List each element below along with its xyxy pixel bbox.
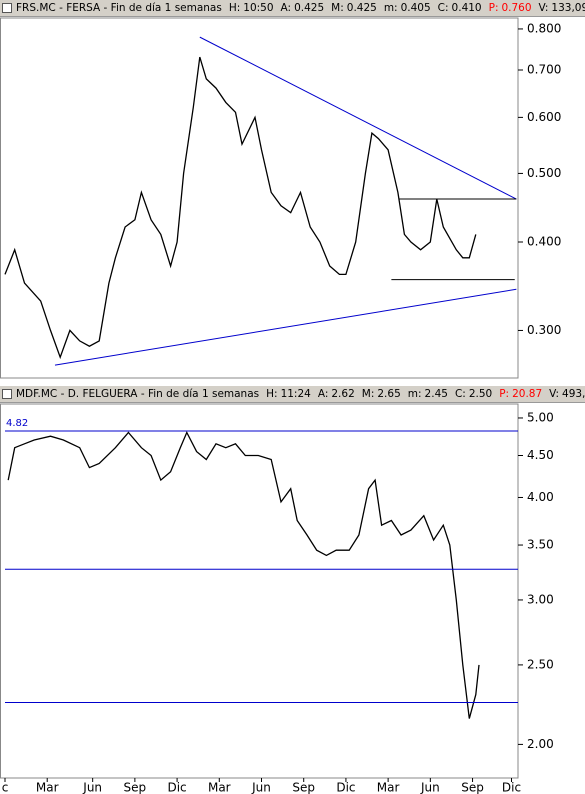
x-tick-label: Dic xyxy=(167,781,186,794)
chart-header: MDF.MC - D. FELGUERA - Fin de día 1 sema… xyxy=(0,386,585,403)
header-title: FRS.MC - FERSA - Fin de día 1 semanas xyxy=(16,2,222,14)
y-tick-label: 0.500 xyxy=(527,166,561,180)
field-value: 2.65 xyxy=(377,388,401,400)
y-tick-label: 2.00 xyxy=(527,737,554,751)
header-field: H: 10:50 xyxy=(229,0,274,16)
field-value: 20.87 xyxy=(512,388,543,400)
field-value: 0.425 xyxy=(294,2,325,14)
header-field: P: 20.87 xyxy=(499,386,542,402)
header-field: m: 0.405 xyxy=(384,0,431,16)
field-label: V: xyxy=(549,388,560,400)
header-field: V:133,095 xyxy=(539,0,585,16)
header-field: M: 0.425 xyxy=(331,0,377,16)
field-value: 0.425 xyxy=(346,2,377,14)
field-label: M: xyxy=(361,388,375,400)
field-value: 133,095 xyxy=(551,2,585,14)
y-tick-label: 3.00 xyxy=(527,592,554,606)
price-line xyxy=(4,56,477,360)
y-tick-label: 5.00 xyxy=(527,410,554,424)
field-value: 0.760 xyxy=(501,2,532,14)
y-tick-label: 4.50 xyxy=(527,448,554,462)
field-label: A: xyxy=(280,2,292,14)
field-label: A: xyxy=(317,388,329,400)
header-icon xyxy=(2,389,12,399)
y-tick-label: 0.400 xyxy=(527,235,561,249)
x-tick-label: Jun xyxy=(420,781,440,794)
x-tick-label: Sep xyxy=(292,781,315,794)
y-tick-label: 4.00 xyxy=(527,490,554,504)
x-tick-label: Sep xyxy=(461,781,484,794)
field-label: m: xyxy=(383,2,398,14)
field-value: 493,7 xyxy=(562,388,585,400)
header-field: C: 0.410 xyxy=(438,0,482,16)
field-value: 0.410 xyxy=(451,2,482,14)
trend-line xyxy=(199,36,517,200)
header-field: P: 0.760 xyxy=(489,0,532,16)
header-field: A: 2.62 xyxy=(318,386,355,402)
x-tick-label: Jun xyxy=(82,781,102,794)
header-field: C: 2.50 xyxy=(455,386,492,402)
field-label: H: xyxy=(266,388,278,400)
header-field: M: 2.65 xyxy=(362,386,401,402)
y-tick-label: 0.300 xyxy=(527,323,561,337)
y-tick-label: 0.600 xyxy=(527,110,561,124)
field-value: 0.405 xyxy=(400,2,431,14)
field-value: 2.62 xyxy=(331,388,355,400)
field-label: P: xyxy=(488,2,499,14)
chart-header: FRS.MC - FERSA - Fin de día 1 semanas H: 1… xyxy=(0,0,585,17)
header-icon xyxy=(2,3,12,13)
x-tick-label: Mar xyxy=(208,781,231,794)
field-label: V: xyxy=(538,2,549,14)
field-label: H: xyxy=(228,2,241,14)
header-title: MDF.MC - D. FELGUERA - Fin de día 1 sema… xyxy=(16,388,260,400)
field-label: P: xyxy=(499,388,510,400)
trend-line xyxy=(54,288,517,366)
field-label: m: xyxy=(407,388,422,400)
x-tick-label: Mar xyxy=(377,781,400,794)
x-tick-label: c xyxy=(2,781,9,794)
field-label: C: xyxy=(454,388,466,400)
plot-frame xyxy=(0,17,519,379)
x-tick-label: Mar xyxy=(36,781,59,794)
field-value: 11:24 xyxy=(280,388,311,400)
y-tick-label: 2.50 xyxy=(527,657,554,671)
field-value: 2.45 xyxy=(424,388,448,400)
y-tick-label: 3.50 xyxy=(527,538,554,552)
field-label: M: xyxy=(331,2,344,14)
header-field: H: 11:24 xyxy=(266,386,311,402)
header-field: A: 0.425 xyxy=(281,0,325,16)
x-tick-label: Dic xyxy=(502,781,521,794)
field-value: 10:50 xyxy=(243,2,274,14)
y-tick-label: 0.800 xyxy=(527,21,561,35)
price-line xyxy=(7,430,480,719)
field-label: C: xyxy=(437,2,449,14)
header-field: V:493,7 xyxy=(549,386,585,402)
x-tick-label: Sep xyxy=(124,781,147,794)
x-tick-label: Dic xyxy=(336,781,355,794)
line-label: 4.82 xyxy=(6,418,28,429)
plot-frame xyxy=(0,403,519,779)
y-tick-label: 0.700 xyxy=(527,62,561,76)
field-value: 2.50 xyxy=(468,388,493,400)
header-field: m: 2.45 xyxy=(408,386,448,402)
x-tick-label: Jun xyxy=(251,781,271,794)
